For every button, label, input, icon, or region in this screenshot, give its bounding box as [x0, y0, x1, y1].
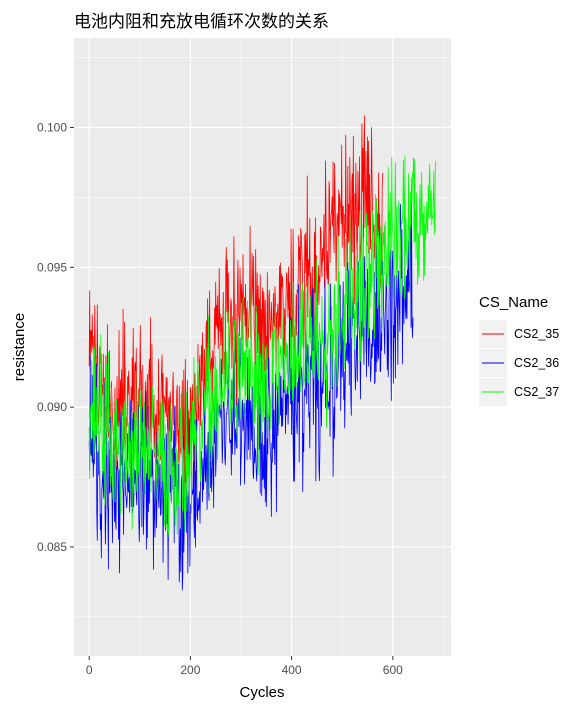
- y-axis-ticks: 0.085 0.090 0.095 0.100: [37, 120, 74, 554]
- legend: CS_Name CS2_35 CS2_36 CS2_37: [479, 294, 559, 406]
- series-line-cs2-36: [88, 192, 414, 591]
- x-tick-label: 400: [282, 663, 302, 677]
- x-tick-label: 0: [86, 663, 93, 677]
- x-tick-label: 600: [383, 663, 403, 677]
- y-tick-label: 0.095: [37, 260, 67, 274]
- x-axis-title: Cycles: [239, 684, 284, 701]
- series-layer: [88, 115, 437, 591]
- chart-title: 电池内阻和充放电循环次数的关系: [74, 12, 329, 32]
- y-tick-label: 0.090: [37, 400, 67, 414]
- y-axis-title: resistance: [11, 313, 28, 381]
- x-axis-ticks: 0 200 400 600: [86, 656, 403, 677]
- series-line-cs2-37: [88, 155, 437, 536]
- legend-title: CS_Name: [479, 294, 548, 311]
- y-tick-label: 0.100: [37, 120, 67, 134]
- legend-label: CS2_37: [514, 385, 559, 399]
- y-tick-label: 0.085: [37, 540, 67, 554]
- x-tick-label: 200: [180, 663, 200, 677]
- legend-label: CS2_36: [514, 356, 559, 370]
- legend-label: CS2_35: [514, 327, 559, 341]
